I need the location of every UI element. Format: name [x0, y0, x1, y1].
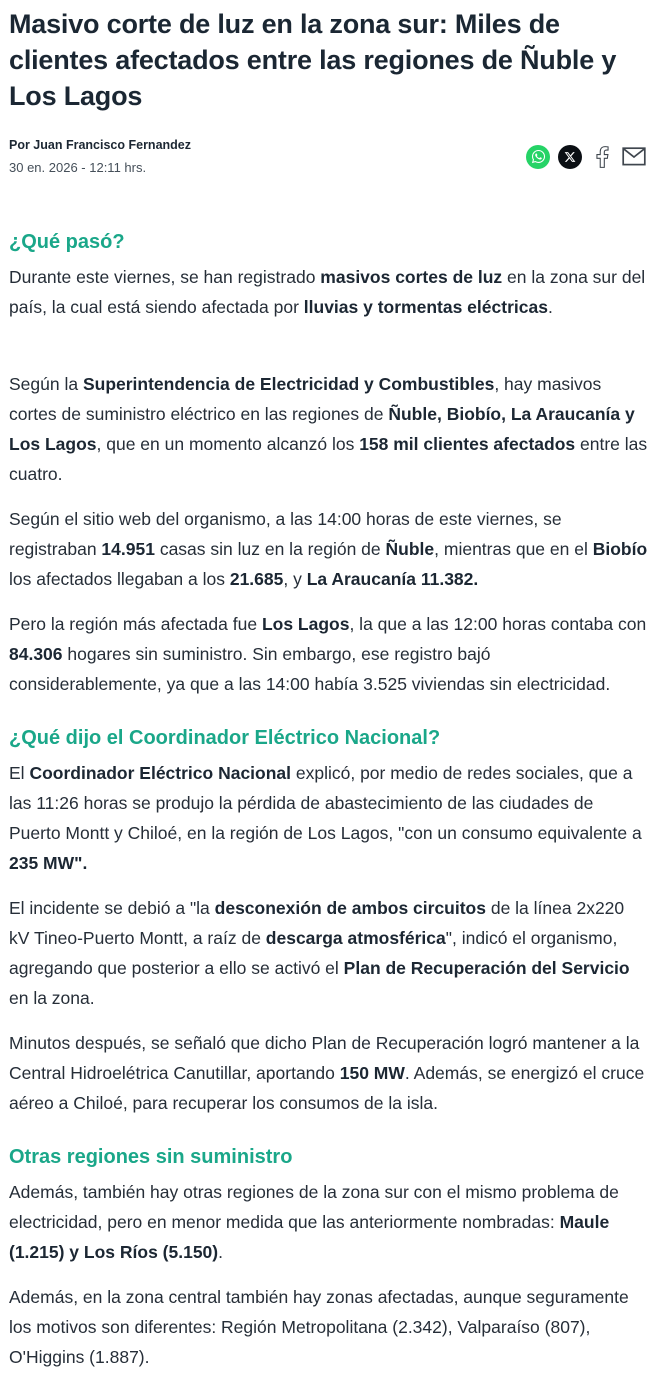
paragraph: Minutos después, se señaló que dicho Pla… [9, 1033, 645, 1113]
paragraph: Además, en la zona central también hay z… [9, 1287, 629, 1367]
section-heading: ¿Qué dijo el Coordinador Eléctrico Nacio… [9, 727, 441, 749]
bold-text: La Araucanía 11.382. [306, 569, 479, 589]
bold-text: 21.685 [229, 569, 284, 589]
bold-text: 150 MW [339, 1063, 405, 1083]
paragraph: El Coordinador Eléctrico Nacional explic… [9, 763, 642, 873]
bold-text: Biobío [592, 539, 648, 559]
bold-text: masivos cortes de luz [320, 267, 503, 287]
email-icon [622, 147, 646, 166]
bold-text: Superintendencia de Electricidad y Combu… [82, 374, 495, 394]
bold-text: desconexión de ambos circuitos [214, 898, 486, 918]
bold-text: lluvias y tormentas eléctricas [303, 297, 548, 317]
whatsapp-icon [526, 144, 550, 169]
bold-text: Los Lagos [261, 614, 350, 634]
article-body: ¿Qué pasó? Durante este viernes, se han r… [9, 229, 648, 1372]
whatsapp-share-button[interactable] [526, 144, 550, 169]
facebook-share-button[interactable] [590, 145, 614, 169]
byline-row: Por Juan Francisco Fernandez 30 en. 2026… [9, 138, 648, 175]
bold-text: 84.306 [9, 644, 63, 664]
bold-text: Ñuble, Biobío, La Araucanía y Los Lagos [9, 404, 635, 454]
paragraph: Según la Superintendencia de Electricida… [9, 374, 648, 484]
bold-text: 235 MW". [9, 853, 88, 873]
bold-text: 158 mil clientes afectados [359, 434, 576, 454]
bold-text: Plan de Recuperación del Servicio [343, 958, 630, 978]
byline-block: Por Juan Francisco Fernandez 30 en. 2026… [9, 138, 191, 175]
author-byline: Por Juan Francisco Fernandez [9, 138, 191, 152]
bold-text: 14.951 [101, 539, 155, 559]
section-heading: ¿Qué pasó? [9, 231, 125, 253]
paragraph: El incidente se debió a "la desconexión … [9, 898, 630, 1008]
share-buttons [526, 144, 646, 169]
paragraph: Además, también hay otras regiones de la… [9, 1182, 619, 1262]
bold-text: Maule (1.215) y Los Ríos (5.150) [9, 1212, 610, 1262]
x-icon [558, 144, 582, 169]
paragraph: Pero la región más afectada fue Los Lago… [9, 614, 647, 694]
bold-text: descarga atmosférica [265, 928, 446, 948]
bold-text: Coordinador Eléctrico Nacional [29, 763, 292, 783]
paragraph: Según el sitio web del organismo, a las … [9, 509, 648, 589]
bold-text: Ñuble [385, 539, 435, 559]
facebook-icon [595, 145, 609, 168]
section-heading: Otras regiones sin suministro [9, 1146, 293, 1168]
publish-date: 30 en. 2026 - 12:11 hrs. [9, 160, 147, 175]
x-share-button[interactable] [558, 144, 582, 169]
paragraph: Durante este viernes, se han registrado … [9, 267, 646, 317]
article-headline: Masivo corte de luz en la zona sur: Mile… [9, 9, 617, 111]
email-share-button[interactable] [622, 145, 646, 169]
